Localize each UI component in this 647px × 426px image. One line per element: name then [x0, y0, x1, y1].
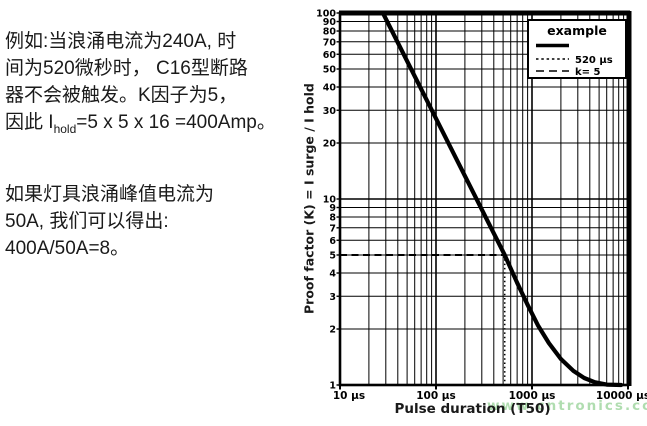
- text-line: 例如:当浪涌电流为240A, 时: [5, 31, 237, 52]
- y-tick-label: 4: [329, 269, 336, 280]
- legend-entry-label: 520 μs: [575, 55, 613, 66]
- y-tick-label: 5: [329, 250, 336, 261]
- y-tick-label: 9: [329, 203, 336, 214]
- y-tick-label: 6: [329, 236, 336, 247]
- y-tick-label: 2: [329, 325, 336, 336]
- text-line: 如果灯具浪涌峰值电流为: [5, 184, 215, 205]
- y-tick-label: 70: [323, 37, 337, 48]
- text-line: =5 x 5 x 16 =400Amp。: [76, 112, 276, 133]
- y-tick-label: 60: [323, 50, 337, 61]
- y-tick-label: 100: [316, 9, 336, 20]
- text-line: 400A/50A=8。: [5, 238, 130, 259]
- y-axis-title: Proof factor (K) = I surge / I hold: [301, 83, 317, 315]
- paragraph-result: 如果灯具浪涌峰值电流为 50A, 我们可以得出: 400A/50A=8。: [5, 181, 301, 262]
- y-tick-label: 30: [323, 106, 337, 117]
- x-tick-label: 1000 μs: [509, 390, 556, 402]
- text-line: 50A, 我们可以得出:: [5, 211, 169, 232]
- y-tick-label: 10: [323, 195, 337, 206]
- paragraph-example: 例如:当浪涌电流为240A, 时 间为520微秒时， C16型断路 器不会被触发…: [5, 28, 301, 136]
- legend-box: [527, 19, 627, 79]
- y-tick-label: 20: [323, 139, 337, 150]
- y-tick-label: 50: [323, 64, 337, 75]
- text-line: 器不会被触发。K因子为5，: [5, 85, 238, 106]
- y-tick-label: 80: [323, 27, 337, 38]
- y-tick-label: 90: [323, 17, 337, 28]
- y-tick-label: 1: [329, 381, 336, 392]
- y-tick-label: 7: [329, 223, 336, 234]
- text-line: 因此 I: [5, 112, 54, 133]
- y-tick-label: 40: [323, 83, 337, 94]
- x-tick-label: 10 μs: [333, 390, 365, 402]
- x-axis-title: Pulse duration (T50): [394, 401, 551, 417]
- example-curve: [380, 10, 624, 388]
- x-tick-label: 100 μs: [416, 390, 456, 402]
- watermark: www.cntronics.com: [487, 398, 647, 414]
- explanation-text-panel: 例如:当浪涌电流为240A, 时 间为520微秒时， C16型断路 器不会被触发…: [5, 28, 301, 262]
- legend-title: example: [547, 23, 607, 38]
- y-tick-label: 8: [329, 213, 336, 224]
- ihold-subscript: hold: [53, 121, 77, 136]
- y-tick-label: 3: [329, 292, 336, 303]
- x-tick-label: 10000 μs: [596, 390, 647, 402]
- legend-entry-label: k= 5: [575, 67, 601, 78]
- text-line: 间为520微秒时， C16型断路: [5, 58, 248, 79]
